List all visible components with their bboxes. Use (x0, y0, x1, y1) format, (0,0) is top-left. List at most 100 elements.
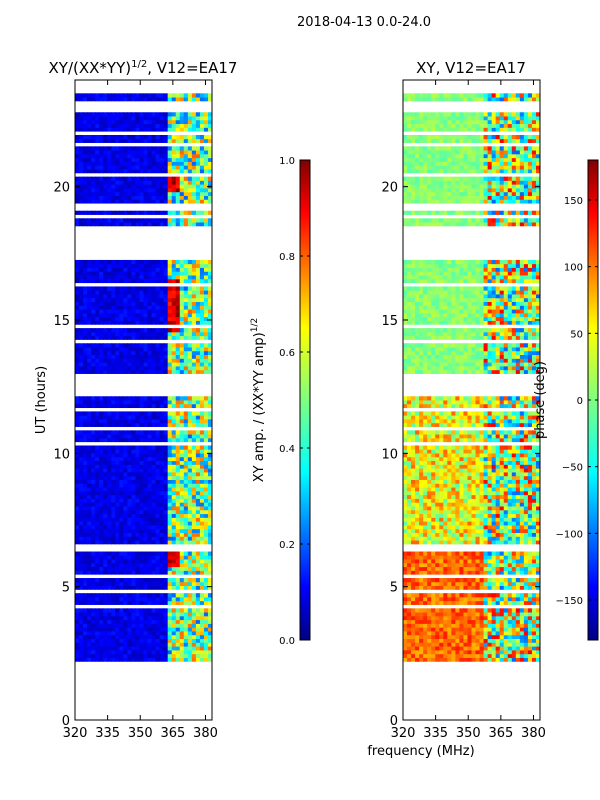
heatmap-cell (203, 646, 209, 651)
heatmap-cell (155, 525, 161, 530)
heatmap-cell (107, 437, 112, 443)
heatmap-cell (171, 525, 177, 530)
heatmap-cell (123, 290, 128, 295)
heatmap-cell (139, 112, 145, 117)
heatmap-cell (147, 570, 153, 575)
heatmap-cell (135, 532, 141, 537)
heatmap-cell (87, 559, 92, 564)
heatmap-cell (207, 634, 212, 640)
heatmap-cell (159, 540, 165, 545)
heatmap-cell (207, 627, 212, 632)
heatmap-cell (191, 596, 197, 602)
heatmap-cell (207, 593, 212, 598)
heatmap-cell (187, 570, 193, 575)
heatmap-cell (515, 540, 521, 545)
heatmap-cell (131, 634, 137, 640)
heatmap-cell (75, 146, 80, 151)
heatmap-cell (511, 619, 517, 624)
heatmap-cell (167, 422, 173, 427)
heatmap-cell (163, 271, 169, 276)
heatmap-cell (207, 358, 212, 363)
heatmap-cell (175, 434, 181, 439)
heatmap-cell (131, 411, 137, 416)
heatmap-cell (199, 411, 205, 416)
heatmap-cell (195, 487, 201, 492)
heatmap-cell (131, 627, 137, 632)
heatmap-cell (143, 305, 149, 310)
heatmap-cell (151, 585, 157, 590)
heatmap-cell (487, 528, 493, 533)
heatmap-cell (139, 127, 145, 132)
heatmap-cell (75, 578, 80, 583)
heatmap-cell (495, 627, 501, 632)
heatmap-cell (91, 415, 96, 420)
heatmap-cell (91, 596, 96, 602)
heatmap-cell (423, 532, 428, 537)
heatmap-cell (75, 199, 80, 204)
heatmap-cell (151, 608, 157, 613)
heatmap-cell (107, 286, 112, 291)
heatmap-cell (111, 479, 116, 484)
heatmap-cell (111, 460, 116, 465)
heatmap-cell (103, 456, 108, 462)
heatmap-cell (115, 585, 120, 590)
heatmap-cell (111, 517, 116, 522)
heatmap-cell (103, 271, 108, 276)
heatmap-cell (83, 585, 88, 590)
heatmap-cell (187, 562, 193, 568)
heatmap-cell (135, 513, 141, 518)
heatmap-cell (447, 627, 452, 632)
heatmap-cell (139, 600, 145, 605)
heatmap-cell (207, 483, 212, 488)
heatmap-cell (95, 301, 100, 306)
heatmap-cell (159, 328, 165, 333)
heatmap-cell (123, 536, 128, 541)
heatmap-cell (91, 134, 96, 140)
heatmap-cell (115, 623, 120, 628)
heatmap-cell (167, 483, 173, 488)
heatmap-cell (159, 184, 165, 189)
heatmap-cell (467, 528, 473, 533)
heatmap-cell (199, 365, 205, 371)
heatmap-cell (187, 180, 193, 185)
heatmap-cell (191, 301, 197, 306)
heatmap-cell (143, 267, 149, 272)
heatmap-cell (519, 653, 525, 658)
heatmap-cell (159, 642, 165, 647)
heatmap-cell (163, 263, 169, 268)
heatmap-cell (119, 153, 124, 159)
heatmap-cell (515, 555, 521, 560)
heatmap-cell (163, 218, 169, 223)
heatmap-cell (139, 312, 145, 318)
heatmap-cell (123, 437, 128, 443)
heatmap-cell (503, 623, 509, 628)
heatmap-cell (75, 612, 80, 617)
heatmap-cell (127, 328, 133, 333)
heatmap-cell (119, 180, 124, 185)
heatmap-cell (143, 528, 149, 533)
heatmap-cell (203, 517, 209, 522)
heatmap-cell (115, 146, 120, 151)
heatmap-cell (207, 331, 212, 337)
heatmap-cell (83, 188, 88, 193)
heatmap-cell (459, 581, 465, 586)
heatmap-cell (127, 309, 133, 314)
heatmap-cell (171, 623, 177, 628)
heatmap-cell (111, 275, 116, 280)
heatmap-cell (175, 195, 181, 200)
heatmap-cell (135, 119, 141, 125)
heatmap-cell (199, 165, 205, 170)
heatmap-cell (483, 623, 489, 628)
heatmap-cell (107, 127, 112, 132)
heatmap-cell (151, 112, 157, 117)
heatmap-cell (95, 619, 100, 624)
heatmap-cell (207, 642, 212, 647)
heatmap-cell (411, 562, 416, 568)
heatmap-cell (499, 585, 505, 590)
heatmap-cell (475, 657, 481, 662)
heatmap-cell (123, 369, 128, 374)
heatmap-cell (187, 623, 193, 628)
heatmap-cell (95, 521, 100, 526)
heatmap-cell (411, 638, 416, 643)
heatmap-cell (135, 517, 141, 522)
